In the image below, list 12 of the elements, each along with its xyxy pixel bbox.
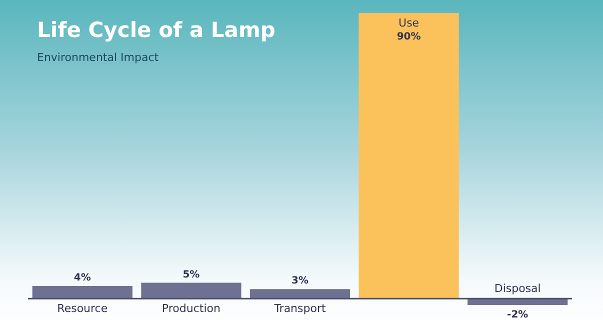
data-label: 5% [182,269,200,280]
x-tick-label: Use [398,16,420,30]
data-label: -2% [507,310,528,321]
x-tick-label: Disposal [494,282,541,296]
text: Environmental Impact [37,51,159,64]
data-label: 4% [74,272,91,284]
x-tick-label: Resource [57,302,108,316]
data-label: 90% [396,32,421,43]
chart-title: Life Cycle of a Lamp [37,18,276,42]
x-tick-label: Production [162,302,220,316]
x-tick-label: Transport [273,302,326,316]
data-label: 3% [292,276,308,287]
